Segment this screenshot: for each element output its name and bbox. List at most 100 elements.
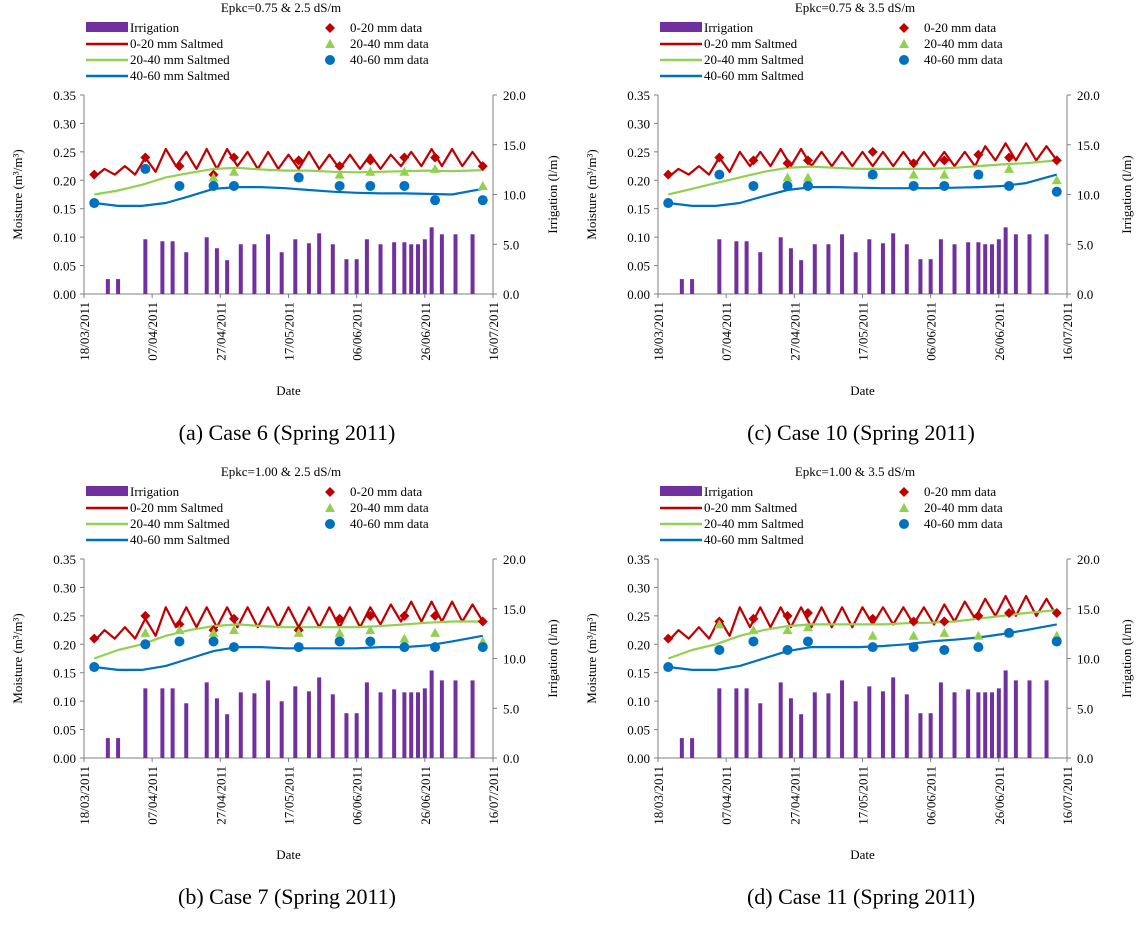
irrigation-bar xyxy=(840,234,845,294)
data-point xyxy=(228,152,239,163)
irrigation-bar xyxy=(812,692,817,758)
y-tick-right-label: 10.0 xyxy=(1077,188,1100,203)
y-tick-right-label: 0.0 xyxy=(503,751,519,766)
data-point xyxy=(1051,636,1062,647)
data-point xyxy=(430,152,441,163)
y-tick-right-label: 5.0 xyxy=(1077,237,1093,252)
data-point xyxy=(867,630,878,640)
series-markers-d020 xyxy=(663,146,1062,180)
y-tick-right-label: 10.0 xyxy=(1077,652,1100,667)
irrigation-bar xyxy=(1044,680,1049,758)
irrigation-bar xyxy=(416,692,421,758)
legend-d2040-label: 20-40 mm data xyxy=(350,500,429,515)
series-markers-d4060 xyxy=(663,627,1062,673)
irrigation-bar xyxy=(904,244,909,294)
data-point xyxy=(748,613,759,624)
data-point xyxy=(748,636,759,647)
irrigation-bar xyxy=(354,713,359,758)
legend-d020-label: 0-20 mm data xyxy=(350,484,422,499)
irrigation-bar xyxy=(184,703,189,758)
y-tick-left-label: 0.15 xyxy=(53,202,76,217)
series-line-s020 xyxy=(667,142,1058,179)
irrigation-bar xyxy=(266,680,271,758)
y-axis-left-title: Moisture (m³/m³) xyxy=(10,613,25,703)
data-point xyxy=(714,644,725,655)
data-point xyxy=(939,627,950,637)
data-point xyxy=(908,630,919,640)
irrigation-bar xyxy=(990,244,995,294)
x-axis-title: Date xyxy=(276,383,301,398)
y-tick-left-label: 0.35 xyxy=(53,552,76,567)
irrigation-bar xyxy=(354,259,359,294)
data-point xyxy=(365,636,376,647)
data-point xyxy=(89,662,100,673)
legend-d020-marker xyxy=(325,23,335,33)
y-tick-right-label: 15.0 xyxy=(1077,138,1100,153)
data-point xyxy=(334,169,345,179)
irrigation-bar xyxy=(214,248,219,294)
series-markers-d4060 xyxy=(663,169,1062,209)
data-point xyxy=(365,625,376,635)
irrigation-bar xyxy=(439,680,444,758)
irrigation-bar xyxy=(402,242,407,294)
data-point xyxy=(365,610,376,621)
x-tick-label: 16/07/2011 xyxy=(486,766,501,825)
y-tick-right-label: 15.0 xyxy=(1077,602,1100,617)
data-point xyxy=(140,610,151,621)
legend-d4060-marker xyxy=(325,519,335,529)
irrigation-bar xyxy=(364,682,369,758)
irrigation-bar xyxy=(1027,234,1032,294)
x-tick-label: 16/07/2011 xyxy=(1060,766,1075,825)
data-point xyxy=(399,166,410,176)
data-point xyxy=(782,180,793,191)
irrigation-bar xyxy=(293,239,298,294)
data-point xyxy=(1004,163,1015,173)
data-point xyxy=(430,163,441,173)
data-point xyxy=(1004,180,1015,191)
irrigation-bar xyxy=(734,688,739,758)
x-tick-label: 16/07/2011 xyxy=(1060,302,1075,361)
irrigation-bar xyxy=(170,241,175,294)
y-tick-right-label: 5.0 xyxy=(503,701,519,716)
irrigation-bar xyxy=(853,252,858,294)
series-markers-d4060 xyxy=(89,163,488,209)
data-point xyxy=(663,633,674,644)
legend-d2040-label: 20-40 mm data xyxy=(924,500,1003,515)
irrigation-bar xyxy=(966,689,971,758)
data-point xyxy=(399,180,410,191)
x-tick-label: 06/06/2011 xyxy=(350,766,365,825)
irrigation-bar xyxy=(429,227,434,294)
legend-s4060-label: 40-60 mm Saltmed xyxy=(704,532,804,547)
legend-s2040-label: 20-40 mm Saltmed xyxy=(130,52,230,67)
data-point xyxy=(939,616,950,627)
y-tick-left-label: 0.35 xyxy=(53,88,76,103)
data-point xyxy=(908,642,919,653)
data-point xyxy=(477,642,488,653)
irrigation-bar xyxy=(891,677,896,758)
chart-panel-case7: Epkc=1.00 & 2.5 dS/m Irrigation 0-20 mm Sa… xyxy=(0,464,574,928)
irrigation-bar xyxy=(799,260,804,294)
y-axis-right-title: Irrigation (l/m) xyxy=(1119,619,1134,697)
y-tick-left-label: 0.30 xyxy=(627,116,650,131)
irrigation-bar xyxy=(402,692,407,758)
data-point xyxy=(174,161,185,172)
irrigation-bar xyxy=(422,239,427,294)
x-tick-label: 18/03/2011 xyxy=(651,302,666,361)
legend-d020-label: 0-20 mm data xyxy=(924,20,996,35)
irrigation-bar xyxy=(891,233,896,294)
legend-s2040-label: 20-40 mm Saltmed xyxy=(130,516,230,531)
irrigation-bar xyxy=(453,680,458,758)
irrigation-bar xyxy=(918,259,923,294)
irrigation-bar xyxy=(966,242,971,294)
irrigation-bar xyxy=(734,241,739,294)
y-tick-right-label: 15.0 xyxy=(503,602,526,617)
data-point xyxy=(714,619,725,629)
y-tick-left-label: 0.00 xyxy=(53,751,76,766)
irrigation-bar xyxy=(928,259,933,294)
y-tick-left-label: 0.20 xyxy=(53,173,76,188)
y-tick-left-label: 0.30 xyxy=(53,116,76,131)
data-point xyxy=(399,610,410,621)
legend-d2040-marker xyxy=(899,39,909,48)
